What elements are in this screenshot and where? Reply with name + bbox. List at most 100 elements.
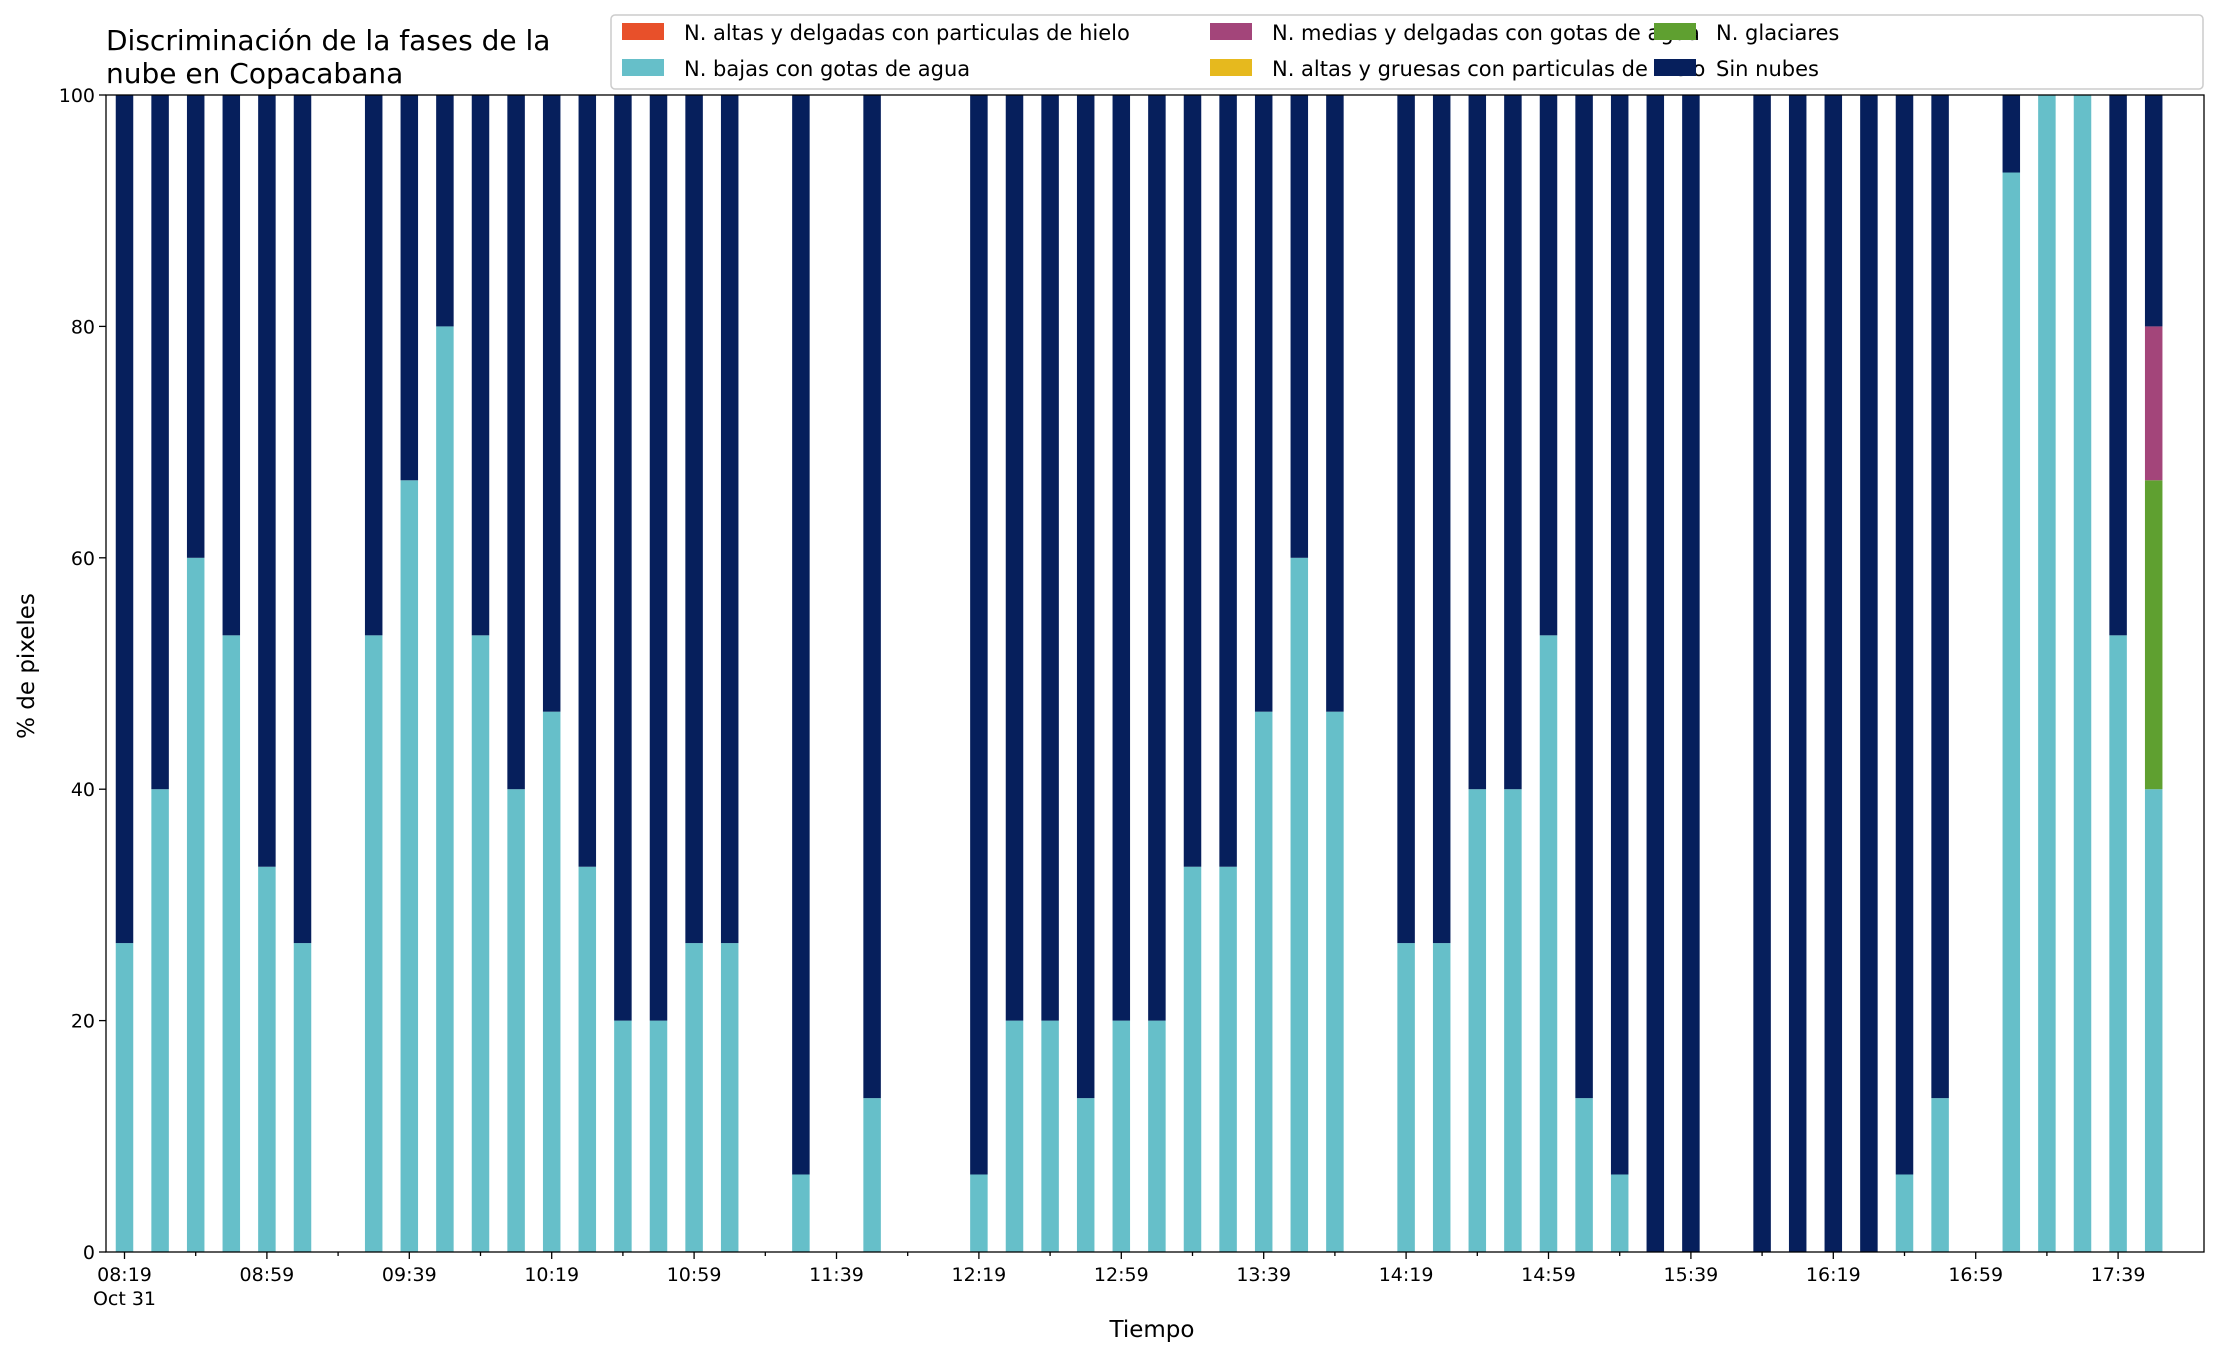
legend-label: N. altas y gruesas con particulas de hie… <box>1272 57 1705 81</box>
bar-segment-1059-series-5 <box>685 95 703 944</box>
bar-segment-0959-series-5 <box>471 95 490 636</box>
y-tick-label: 60 <box>71 548 95 570</box>
bar-segment-1709-series-2 <box>2002 172 2021 1252</box>
bar-segment-1149-series-5 <box>863 95 881 1099</box>
plot-frame <box>105 94 2205 1253</box>
x-tick-label: 13:39 <box>1236 1264 1291 1286</box>
bar-segment-0849-series-2 <box>222 635 241 1252</box>
bar-segment-1249-series-2 <box>1076 1098 1095 1252</box>
x-tick-label: 10:59 <box>667 1264 722 1286</box>
bar-segment-1639-series-2 <box>1895 1174 1914 1252</box>
bar-segment-1349-series-2 <box>1290 557 1309 1252</box>
bar-segment-0959-series-2 <box>471 635 490 1252</box>
bar-segment-1029-series-5 <box>578 95 597 867</box>
bar-segment-1019-series-2 <box>542 711 561 1252</box>
bar-segment-1649-series-2 <box>1931 1098 1949 1252</box>
bar-segment-0929-series-2 <box>364 635 383 1252</box>
bar-segment-1019-series-5 <box>542 95 561 712</box>
bar-segment-0909-series-5 <box>293 95 312 944</box>
x-tick-label: 16:59 <box>1948 1264 2003 1286</box>
bar-segment-0939-series-2 <box>400 480 419 1252</box>
bar-segment-1109-series-5 <box>720 95 739 944</box>
x-tick-label: 08:59 <box>240 1264 295 1286</box>
bar-segment-1219-series-5 <box>970 95 988 1175</box>
bar-segment-1559-series-5 <box>1753 95 1771 1252</box>
y-tick-label: 40 <box>71 779 95 801</box>
legend-swatch <box>1210 59 1252 76</box>
bar-segment-1629-series-5 <box>1860 95 1878 1252</box>
x-tick-label: 08:19 <box>97 1264 152 1286</box>
bar-segment-1419-series-5 <box>1397 95 1415 944</box>
bar-segment-1539-series-5 <box>1682 95 1700 1252</box>
bar-segment-1749-series-3 <box>2144 480 2163 790</box>
bar-segment-1339-series-2 <box>1254 711 1273 1252</box>
legend-swatch <box>622 23 664 40</box>
bar-segment-1529-series-5 <box>1646 95 1665 1252</box>
bar-segment-1259-series-5 <box>1112 95 1131 1021</box>
bar-segment-1649-series-5 <box>1931 95 1949 1099</box>
bar-segment-0839-series-2 <box>186 557 205 1252</box>
bar-segment-1009-series-2 <box>507 789 525 1252</box>
bar-segment-1319-series-2 <box>1183 866 1202 1252</box>
bar-segment-1009-series-5 <box>507 95 525 790</box>
bar-segment-1039-series-5 <box>614 95 632 1021</box>
bar-segment-1509-series-2 <box>1575 1098 1593 1252</box>
bar-segment-1229-series-2 <box>1005 1020 1024 1252</box>
bar-segment-0859-series-5 <box>258 95 276 867</box>
bar-segment-1749-series-2 <box>2144 789 2163 1252</box>
legend-swatch <box>1210 23 1252 40</box>
legend-swatch <box>1654 23 1696 40</box>
bar-segment-1319-series-5 <box>1183 95 1202 867</box>
bar-segment-1109-series-2 <box>720 943 739 1252</box>
bar-segment-1419-series-2 <box>1397 943 1415 1252</box>
bar-segment-1509-series-5 <box>1575 95 1593 1099</box>
y-axis-label: % de pixeles <box>14 593 40 739</box>
bar-segment-1609-series-5 <box>1788 95 1807 1252</box>
x-axis-label: Tiempo <box>1109 1317 1195 1343</box>
bar-segment-1239-series-5 <box>1041 95 1059 1021</box>
y-tick-label: 100 <box>59 85 95 107</box>
bar-segment-1639-series-5 <box>1895 95 1914 1175</box>
bar-segment-0939-series-5 <box>400 95 419 481</box>
legend-label: N. bajas con gotas de agua <box>684 57 970 81</box>
bar-segment-1439-series-5 <box>1468 95 1487 790</box>
bar-segment-1219-series-2 <box>970 1174 988 1252</box>
legend: N. altas y delgadas con particulas de hi… <box>610 14 2204 90</box>
bar-segment-1459-series-5 <box>1539 95 1558 636</box>
legend-label: Sin nubes <box>1716 57 1819 81</box>
legend-label: N. medias y delgadas con gotas de agua <box>1272 21 1700 45</box>
bar-segment-1719-series-2 <box>2038 95 2056 1252</box>
x-tick-label: 17:39 <box>2091 1264 2146 1286</box>
bar-segment-1449-series-5 <box>1504 95 1522 790</box>
bar-segment-1049-series-5 <box>649 95 668 1021</box>
bar-segment-1059-series-2 <box>685 943 703 1252</box>
bar-segment-0829-series-5 <box>151 95 169 790</box>
bar-segment-1329-series-5 <box>1219 95 1237 867</box>
bar-segment-1619-series-5 <box>1824 95 1843 1252</box>
bar-segment-1259-series-2 <box>1112 1020 1131 1252</box>
bar-segment-1359-series-2 <box>1326 711 1344 1252</box>
x-tick-label: 09:39 <box>382 1264 437 1286</box>
bar-segment-0949-series-5 <box>436 95 454 327</box>
bar-segment-0949-series-2 <box>436 326 454 1252</box>
y-tick-label: 20 <box>71 1011 95 1033</box>
bar-segment-1429-series-2 <box>1432 943 1451 1252</box>
bar-segment-0839-series-5 <box>186 95 205 558</box>
bar-segment-1239-series-2 <box>1041 1020 1059 1252</box>
legend-swatch <box>622 59 664 76</box>
bar-segment-0849-series-5 <box>222 95 241 636</box>
bar-segment-1309-series-5 <box>1148 95 1166 1021</box>
bar-segment-1129-series-2 <box>792 1174 810 1252</box>
bar-segment-0859-series-2 <box>258 866 276 1252</box>
bar-segment-1049-series-2 <box>649 1020 668 1252</box>
bar-segment-1739-series-2 <box>2109 635 2127 1252</box>
bar-segment-0929-series-5 <box>364 95 383 636</box>
bar-segment-1739-series-5 <box>2109 95 2127 636</box>
bar-segment-0819-series-5 <box>115 95 134 944</box>
bar-segment-1519-series-5 <box>1610 95 1629 1175</box>
x-tick-label: 14:19 <box>1379 1264 1434 1286</box>
bar-segment-1429-series-5 <box>1432 95 1451 944</box>
bar-segment-0819-series-2 <box>115 943 134 1252</box>
legend-frame <box>610 14 2204 90</box>
